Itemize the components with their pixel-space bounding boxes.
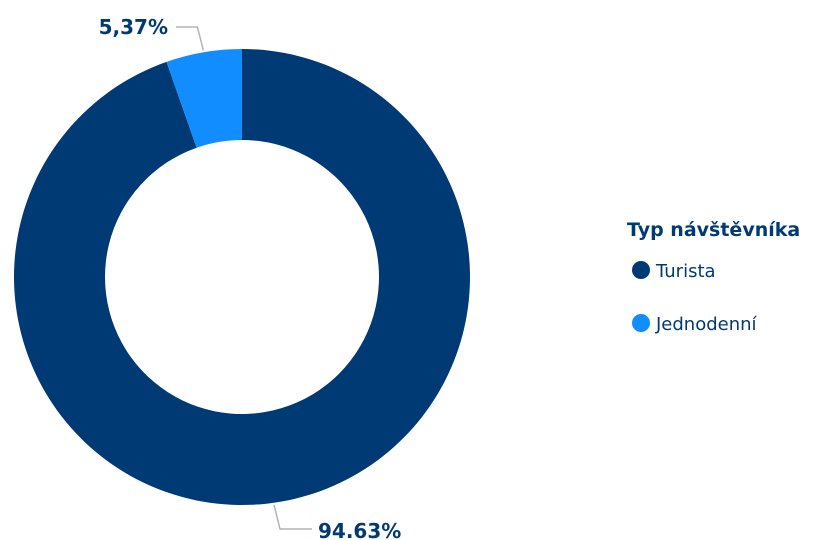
- donut-slices: [14, 49, 470, 505]
- legend-item-turista[interactable]: Turista: [655, 261, 716, 282]
- legend-marker-turista[interactable]: [632, 261, 650, 279]
- leader-line-turista: [274, 505, 312, 529]
- data-label-jednodenni: 5,37%: [99, 15, 168, 39]
- legend-marker-jednodenni[interactable]: [632, 314, 650, 332]
- data-label-turista: 94.63%: [318, 519, 401, 540]
- legend: Typ návštěvníka Turista Jednodenní: [627, 219, 800, 335]
- leader-line-jednodenni: [176, 27, 203, 50]
- legend-item-jednodenni[interactable]: Jednodenní: [655, 314, 758, 335]
- legend-title: Typ návštěvníka: [627, 219, 800, 241]
